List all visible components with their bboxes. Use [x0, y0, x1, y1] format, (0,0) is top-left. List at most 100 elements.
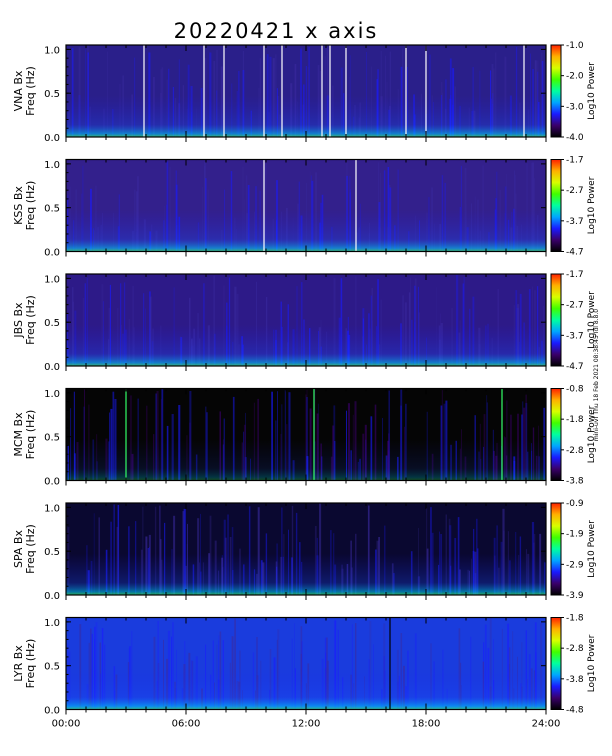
- colorbar-tick-label: -3.7: [566, 217, 584, 227]
- texture-streak: [129, 395, 132, 481]
- texture-streak: [232, 396, 235, 481]
- panel-spa: 0.0 0.5 1.0 SPA Bx Freq (Hz) -0.9 -1.9 -2.9 -3.9…: [12, 499, 597, 602]
- colorbar-label: Log10 Power: [587, 520, 597, 578]
- freq-axis-label: Freq (Hz): [24, 524, 37, 574]
- low-frequency-band: [66, 668, 546, 710]
- texture-streak: [95, 622, 98, 710]
- texture-streak: [305, 389, 308, 481]
- texture-streak: [482, 165, 484, 252]
- texture-streak: [541, 52, 543, 138]
- texture-streak: [534, 622, 537, 710]
- texture-streak: [388, 390, 390, 481]
- texture-streak: [495, 52, 497, 137]
- texture-streak: [234, 618, 236, 710]
- texture-streak: [377, 279, 379, 366]
- texture-streak: [79, 624, 82, 710]
- texture-streak: [369, 621, 372, 710]
- panel-kss: 0.0 0.5 1.0 KSS Bx Freq (Hz) -1.7 -2.7 -3.7 -4.7…: [12, 156, 597, 259]
- texture-streak: [507, 623, 510, 710]
- texture-streak: [112, 391, 115, 481]
- texture-streak: [113, 504, 115, 595]
- texture-streak: [281, 507, 283, 595]
- texture-streak: [526, 163, 528, 252]
- x-tick-label: 24:00: [532, 719, 561, 730]
- texture-streak: [306, 397, 308, 481]
- low-frequency-band: [66, 324, 546, 366]
- colorbar-tick-label: -3.0: [566, 102, 584, 112]
- colorbar: [550, 159, 562, 252]
- freq-axis-label: Freq (Hz): [24, 295, 37, 345]
- texture-streak: [460, 165, 462, 252]
- texture-streak: [203, 161, 206, 252]
- texture-streak: [154, 506, 157, 595]
- colorbar-tick-label: -0.8: [566, 385, 584, 395]
- colorbar-label: Log10 Power: [587, 291, 597, 349]
- colorbar-tick-label: -1.0: [566, 41, 584, 51]
- texture-streak: [463, 277, 465, 366]
- texture-streak: [142, 506, 144, 595]
- x-tick-label: 18:00: [412, 719, 441, 730]
- texture-streak: [84, 389, 85, 481]
- texture-streak: [300, 282, 303, 366]
- texture-streak: [334, 620, 337, 710]
- colorbar-tick-label: -4.8: [566, 706, 584, 716]
- station-label: KSS Bx: [12, 186, 25, 225]
- texture-streak: [389, 51, 391, 137]
- y-tick-label: 0.0: [44, 362, 60, 373]
- freq-axis-label: Freq (Hz): [24, 639, 37, 689]
- texture-streak: [204, 166, 206, 252]
- texture-streak: [159, 505, 161, 595]
- panel-jbs: 0.0 0.5 1.0 JBS Bx Freq (Hz) -1.7 -2.7 -3.7 -4.7…: [12, 270, 597, 373]
- texture-streak: [161, 389, 164, 481]
- colorbar-label: Log10 Power: [587, 405, 597, 463]
- x-tick-label: 00:00: [52, 719, 81, 730]
- texture-streak: [531, 162, 534, 252]
- low-frequency-band: [66, 553, 546, 595]
- texture-streak: [155, 393, 157, 481]
- station-label: SPA Bx: [12, 530, 25, 568]
- colorbar-tick-label: -3.8: [566, 477, 584, 487]
- texture-streak: [525, 394, 527, 481]
- texture-streak: [355, 623, 357, 710]
- colorbar-tick-label: -2.7: [566, 186, 584, 196]
- texture-streak: [248, 506, 251, 595]
- colorbar-tick-label: -1.8: [566, 415, 584, 425]
- texture-streak: [486, 395, 488, 481]
- texture-streak: [85, 49, 87, 137]
- texture-streak: [169, 167, 171, 252]
- colorbar-label: Log10 Power: [587, 176, 597, 234]
- texture-streak: [73, 391, 75, 481]
- colorbar-tick-label: -0.9: [566, 499, 584, 509]
- texture-streak: [326, 47, 329, 138]
- colorbar-tick-label: -2.0: [566, 72, 584, 82]
- texture-streak: [78, 47, 81, 138]
- low-frequency-band: [66, 439, 546, 481]
- texture-streak: [456, 274, 459, 366]
- colorbar-tick-label: -4.7: [566, 248, 584, 258]
- texture-streak: [288, 392, 291, 481]
- texture-streak: [264, 163, 267, 252]
- texture-streak: [383, 623, 386, 710]
- texture-streak: [148, 52, 151, 137]
- colorbar-tick-label: -3.9: [566, 591, 584, 601]
- freq-axis-label: Freq (Hz): [24, 410, 37, 460]
- y-tick-label: 1.0: [44, 274, 60, 285]
- texture-streak: [387, 167, 390, 252]
- texture-streak: [300, 48, 302, 137]
- texture-streak: [355, 276, 357, 366]
- colorbar-label: Log10 Power: [587, 62, 597, 120]
- texture-streak: [256, 281, 257, 366]
- x-tick-label: 06:00: [172, 719, 201, 730]
- texture-streak: [366, 51, 367, 137]
- texture-streak: [346, 162, 348, 252]
- texture-streak: [183, 508, 186, 595]
- y-tick-label: 0.0: [44, 706, 60, 717]
- panel-vna: 0.0 0.5 1.0 VNA Bx Freq (Hz) -1.0 -2.0 -3.0 -4.0…: [12, 41, 597, 144]
- y-tick-label: 1.0: [44, 45, 60, 56]
- colorbar: [550, 502, 562, 596]
- texture-streak: [464, 167, 467, 252]
- texture-streak: [400, 389, 403, 481]
- colorbar-tick-label: -1.7: [566, 156, 584, 166]
